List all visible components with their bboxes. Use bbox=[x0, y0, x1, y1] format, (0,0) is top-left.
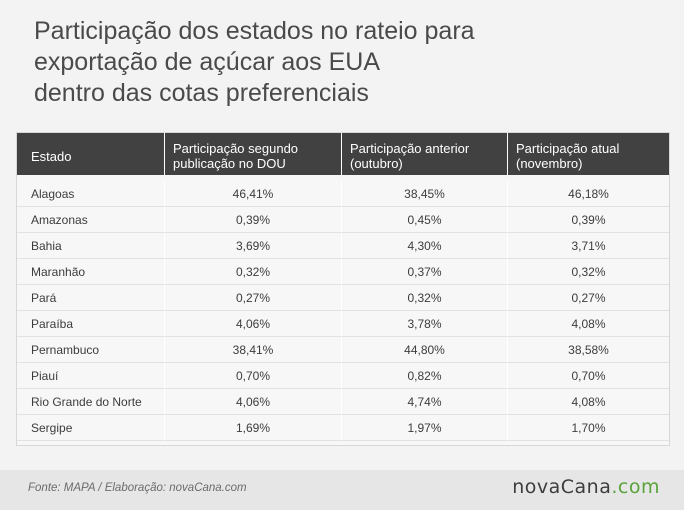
header-atual: Participação atual (novembro) bbox=[516, 141, 620, 171]
cell-atual: 0,39% bbox=[508, 207, 669, 233]
cell-atual: 4,08% bbox=[508, 311, 669, 337]
cell-dou: 0,27% bbox=[165, 285, 342, 311]
cell-dou: 3,69% bbox=[165, 233, 342, 259]
cell-atual: 3,71% bbox=[508, 233, 669, 259]
cell-atual: 1,70% bbox=[508, 415, 669, 441]
cell-dou: 0,70% bbox=[165, 363, 342, 389]
cell-dou: 0,32% bbox=[165, 259, 342, 285]
table-row: Bahia 3,69% 4,30% 3,71% bbox=[17, 233, 669, 259]
cell-dou: 4,06% bbox=[165, 311, 342, 337]
cell-dou: 38,41% bbox=[165, 337, 342, 363]
cell-dou: 46,41% bbox=[165, 181, 342, 207]
table-row: Pernambuco 38,41% 44,80% 38,58% bbox=[17, 337, 669, 363]
table-row: Sergipe 1,69% 1,97% 1,70% bbox=[17, 415, 669, 441]
header-anterior: Participação anterior (outubro) bbox=[342, 133, 508, 175]
data-table: Estado Participação segundo publicação n… bbox=[16, 132, 670, 446]
cell-dou: 1,69% bbox=[165, 415, 342, 441]
cell-anterior: 0,32% bbox=[342, 285, 508, 311]
brand-name: novaCana bbox=[512, 476, 612, 498]
header-dou: Participação segundo publicação no DOU bbox=[165, 133, 342, 175]
table-row: Amazonas 0,39% 0,45% 0,39% bbox=[17, 207, 669, 233]
cell-atual: 0,70% bbox=[508, 363, 669, 389]
cell-atual: 0,32% bbox=[508, 259, 669, 285]
cell-estado: Pará bbox=[17, 285, 165, 311]
table-header: Estado Participação segundo publicação n… bbox=[17, 133, 669, 175]
cell-estado: Maranhão bbox=[17, 259, 165, 285]
title-line-2: exportação de açúcar aos EUA bbox=[34, 48, 381, 76]
brand-logo: novaCana.com bbox=[512, 476, 660, 498]
cell-atual: 46,18% bbox=[508, 181, 669, 207]
page-title: Participação dos estados no rateio para … bbox=[34, 16, 654, 109]
header-estado: Estado bbox=[17, 133, 165, 175]
cell-anterior: 38,45% bbox=[342, 181, 508, 207]
table-row: Maranhão 0,32% 0,37% 0,32% bbox=[17, 259, 669, 285]
cell-atual: 4,08% bbox=[508, 389, 669, 415]
cell-atual: 38,58% bbox=[508, 337, 669, 363]
table-row: Rio Grande do Norte 4,06% 4,74% 4,08% bbox=[17, 389, 669, 415]
cell-estado: Sergipe bbox=[17, 415, 165, 441]
cell-dou: 0,39% bbox=[165, 207, 342, 233]
cell-estado: Amazonas bbox=[17, 207, 165, 233]
table-row: Pará 0,27% 0,32% 0,27% bbox=[17, 285, 669, 311]
brand-domain: .com bbox=[611, 476, 660, 498]
table-row: Piauí 0,70% 0,82% 0,70% bbox=[17, 363, 669, 389]
cell-anterior: 44,80% bbox=[342, 337, 508, 363]
cell-estado: Piauí bbox=[17, 363, 165, 389]
title-line-3: dentro das cotas preferenciais bbox=[34, 79, 369, 107]
cell-anterior: 4,74% bbox=[342, 389, 508, 415]
cell-estado: Paraíba bbox=[17, 311, 165, 337]
footer-bar: Fonte: MAPA / Elaboração: novaCana.com n… bbox=[0, 470, 684, 510]
cell-atual: 0,27% bbox=[508, 285, 669, 311]
source-note: Fonte: MAPA / Elaboração: novaCana.com bbox=[28, 482, 247, 494]
table-body: Alagoas 46,41% 38,45% 46,18% Amazonas 0,… bbox=[17, 175, 669, 441]
cell-estado: Bahia bbox=[17, 233, 165, 259]
cell-dou: 4,06% bbox=[165, 389, 342, 415]
table-row: Alagoas 46,41% 38,45% 46,18% bbox=[17, 181, 669, 207]
title-line-1: Participação dos estados no rateio para bbox=[34, 17, 475, 45]
cell-anterior: 0,37% bbox=[342, 259, 508, 285]
cell-anterior: 4,30% bbox=[342, 233, 508, 259]
cell-anterior: 1,97% bbox=[342, 415, 508, 441]
table-row: Paraíba 4,06% 3,78% 4,08% bbox=[17, 311, 669, 337]
cell-anterior: 0,82% bbox=[342, 363, 508, 389]
cell-anterior: 3,78% bbox=[342, 311, 508, 337]
cell-estado: Rio Grande do Norte bbox=[17, 389, 165, 415]
cell-estado: Pernambuco bbox=[17, 337, 165, 363]
cell-anterior: 0,45% bbox=[342, 207, 508, 233]
cell-estado: Alagoas bbox=[17, 181, 165, 207]
